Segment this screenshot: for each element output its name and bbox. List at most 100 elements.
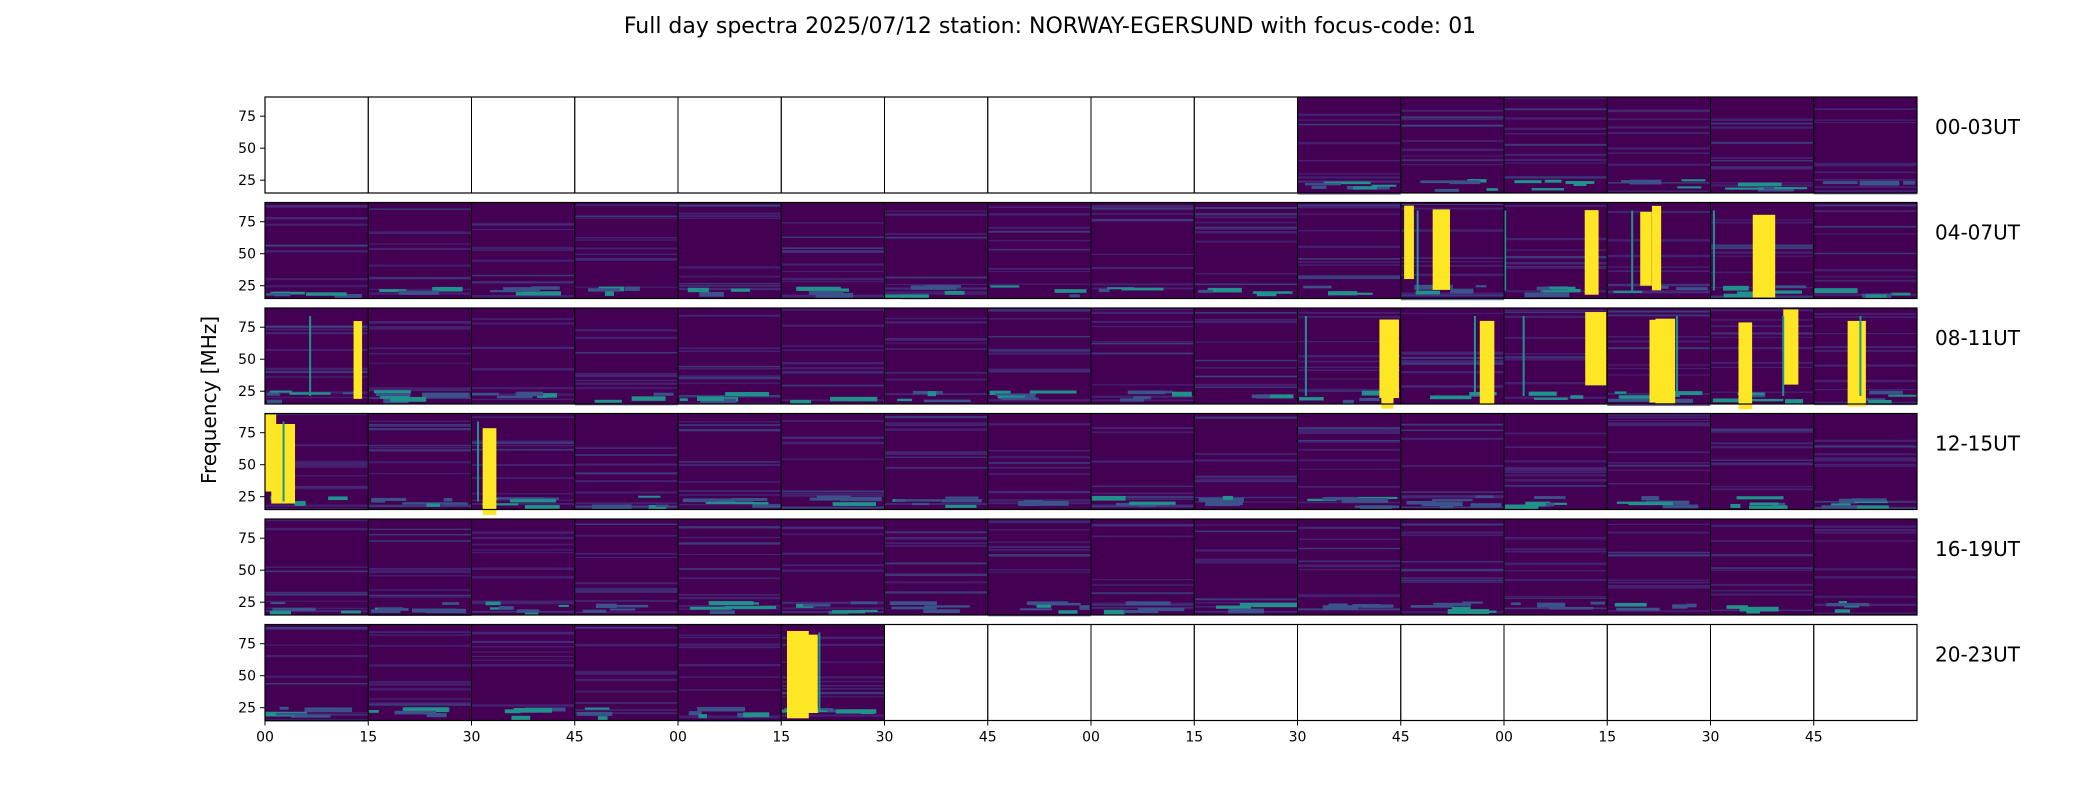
spectrum-panel <box>780 413 885 510</box>
x-tick-label: 45 <box>979 730 997 746</box>
spectrum-panel <box>264 307 369 405</box>
x-axis: 00 15 30 45 00 15 30 45 00 15 30 45 00 15 30 45 <box>256 720 1823 746</box>
spectrum-panel <box>471 624 576 721</box>
empty-panel <box>1193 624 1298 721</box>
empty-panel <box>264 96 369 194</box>
empty-panel <box>1813 624 1918 721</box>
empty-panel <box>1090 624 1195 721</box>
spectrum-panel <box>1813 202 1918 299</box>
spectrum-panel <box>471 518 576 616</box>
x-tick-label: 15 <box>1185 730 1203 746</box>
y-tick-label: 50 <box>238 458 256 474</box>
spectrum-panel <box>367 202 472 299</box>
x-tick-label: 45 <box>1805 730 1823 746</box>
empty-panel <box>987 624 1092 721</box>
spectrum-panel <box>1710 307 1815 410</box>
y-tick-label: 75 <box>238 320 256 336</box>
spectrum-panel <box>471 413 576 515</box>
spectrum-panel <box>677 624 782 722</box>
spectrum-panel <box>1090 413 1195 510</box>
spectrum-panel <box>1193 413 1298 510</box>
spectrum-panel <box>884 413 989 510</box>
empty-panel <box>677 96 782 194</box>
spectrum-panel <box>987 202 1092 299</box>
spectrum-panel <box>1297 413 1402 510</box>
spectrum-panel <box>264 624 369 722</box>
spectrum-panel <box>1710 96 1815 194</box>
spectrum-panel <box>574 624 679 721</box>
chart-title: Full day spectra 2025/07/12 station: NOR… <box>624 14 1476 39</box>
empty-panel <box>367 96 472 194</box>
x-tick-label: 00 <box>1082 730 1100 746</box>
y-tick-label: 75 <box>238 637 256 653</box>
spectrum-panel <box>1503 96 1608 194</box>
spectrum-panel <box>884 202 989 300</box>
spectrum-panel <box>1297 96 1402 195</box>
y-tick-label: 25 <box>238 490 256 506</box>
spectrum-panel <box>677 518 782 616</box>
empty-panel <box>1193 96 1298 194</box>
y-tick-label: 50 <box>238 352 256 368</box>
y-tick-label: 25 <box>238 279 256 295</box>
spectra-row: 25 50 75 08-11UT <box>238 307 2021 410</box>
x-tick-label: 00 <box>669 730 687 746</box>
empty-panel <box>471 96 576 194</box>
spectrum-panel <box>780 624 885 721</box>
spectrum-panel <box>1813 307 1918 407</box>
x-tick-label: 30 <box>1289 730 1307 746</box>
empty-panel <box>1710 624 1815 721</box>
spectrum-panel <box>367 413 472 510</box>
y-tick-label: 25 <box>238 173 256 189</box>
spectrum-panel <box>471 202 576 299</box>
spectrum-panel <box>1297 518 1402 616</box>
row-label: 00-03UT <box>1935 115 2021 139</box>
row-label: 08-11UT <box>1935 326 2021 350</box>
y-tick-label: 25 <box>238 701 256 717</box>
y-tick-label: 75 <box>238 531 256 547</box>
spectrum-panel <box>884 518 989 616</box>
y-tick-label: 50 <box>238 247 256 263</box>
x-tick-label: 15 <box>359 730 377 746</box>
spectrum-panel <box>367 624 472 721</box>
spectrum-panel <box>987 413 1092 510</box>
spectrum-panel <box>1606 413 1711 510</box>
spectrum-panel <box>1710 202 1815 299</box>
spectrum-panel <box>1400 413 1505 510</box>
spectrum-panel <box>780 307 885 405</box>
spectrum-panel <box>1503 518 1608 616</box>
x-tick-label: 00 <box>1495 730 1513 746</box>
spectrum-panel <box>1813 518 1918 616</box>
x-tick-label: 45 <box>566 730 584 746</box>
spectrum-panel <box>1813 413 1918 510</box>
spectra-row: 25 50 75 04-07UT <box>238 201 2021 301</box>
spectra-row: 25 50 75 20-23UT <box>238 623 2021 722</box>
spectrum-panel <box>367 307 472 405</box>
empty-panel <box>1400 624 1505 721</box>
empty-panel <box>1297 624 1402 721</box>
spectra-row: 25 50 75 16-19UT <box>238 518 2021 617</box>
row-label: 04-07UT <box>1935 221 2021 245</box>
x-tick-label: 15 <box>772 730 790 746</box>
spectrum-panel <box>677 413 782 510</box>
spectrum-panel <box>1297 202 1402 299</box>
spectrum-panel <box>677 202 782 299</box>
spectrum-panel <box>1193 307 1298 405</box>
spectra-row: 25 50 75 12-15UT <box>238 412 2021 515</box>
spectrum-panel <box>574 413 679 510</box>
spectrum-panel <box>574 202 679 299</box>
x-tick-label: 45 <box>1392 730 1410 746</box>
row-label: 20-23UT <box>1935 643 2021 667</box>
y-tick-label: 50 <box>238 563 256 579</box>
row-label: 12-15UT <box>1935 432 2021 456</box>
spectrum-panel <box>1090 202 1195 299</box>
spectrum-panel <box>1400 518 1505 616</box>
empty-panel <box>1606 624 1711 721</box>
x-tick-label: 30 <box>1702 730 1720 746</box>
spectrum-panel <box>1193 518 1298 616</box>
spectrum-panel <box>1606 518 1711 616</box>
spectrum-panel <box>1813 96 1918 195</box>
y-tick-label: 25 <box>238 595 256 611</box>
spectrum-panel <box>1297 307 1402 409</box>
spectrum-panel <box>1710 413 1815 510</box>
